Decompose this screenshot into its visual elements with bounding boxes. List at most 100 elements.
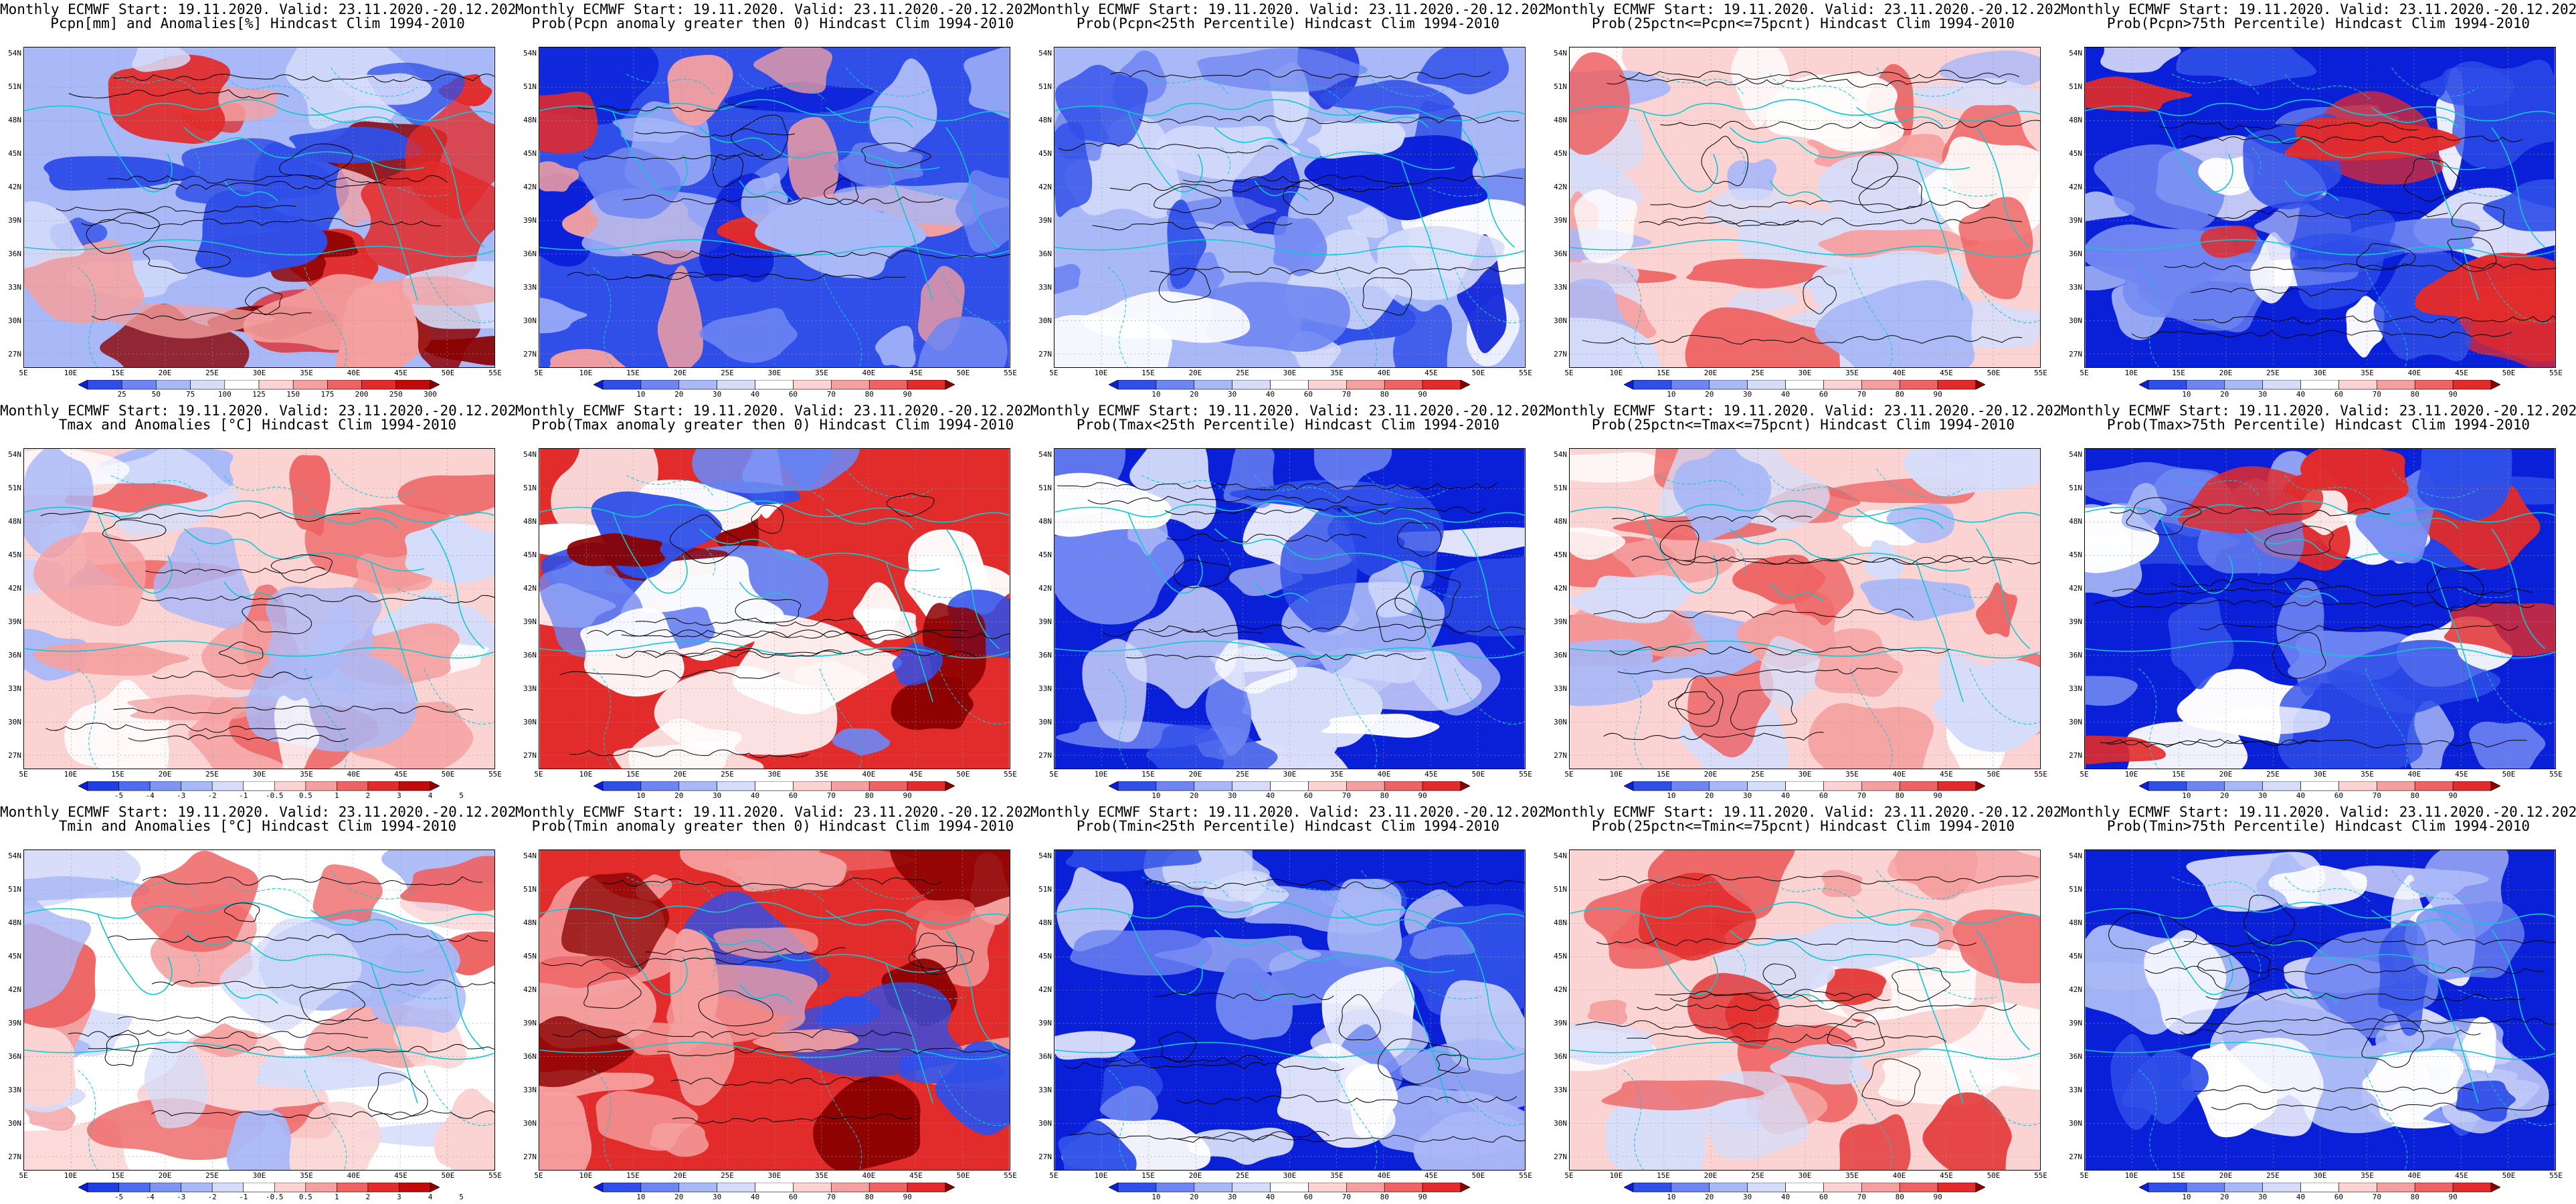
map-field-svg (24, 47, 494, 367)
color-bar-segment (1709, 380, 1748, 390)
contour-line (2165, 1017, 2555, 1025)
color-bar-label: 5 (459, 791, 464, 800)
contour-line (1110, 183, 1410, 193)
field-blob (1939, 50, 2040, 87)
lat-tick-label: 42N (8, 985, 21, 994)
coastline (1570, 1041, 2040, 1060)
lat-tick-label: 36N (8, 1052, 21, 1061)
color-bar-label: 80 (1895, 390, 1904, 399)
contour-line (1064, 1062, 1345, 1072)
panel-title-line1: Monthly ECMWF Start: 19.11.2020. Valid: … (1546, 403, 2061, 419)
coastline (310, 106, 398, 128)
color-bar-segment (2148, 1183, 2187, 1193)
contour-line (1683, 555, 2040, 565)
coastline (826, 508, 913, 529)
color-bar-segment (1422, 380, 1461, 390)
coastline (223, 180, 278, 201)
lon-tick-label: 40E (347, 770, 361, 779)
lon-tick-label: 20E (158, 369, 172, 377)
lat-tick-label: 45N (523, 550, 537, 559)
forecast-map (23, 47, 495, 368)
lon-tick-label: 5E (2080, 369, 2089, 377)
field-blob (332, 73, 432, 105)
country-border (2391, 870, 2479, 900)
color-bar-segment (337, 1183, 369, 1193)
contour-line (2198, 623, 2519, 631)
field-blob (917, 316, 1008, 367)
lat-tick-label: 33N (1554, 684, 1567, 693)
lon-tick-label: 50E (1987, 1171, 2001, 1180)
country-border (2391, 67, 2479, 97)
lat-tick-label: 42N (2069, 584, 2082, 593)
lon-tick-label: 5E (1049, 770, 1059, 779)
forecast-map (1054, 47, 1526, 368)
coastline (1570, 500, 2040, 523)
panel-title-line2: Prob(Tmin<25th Percentile) Hindcast Clim… (1076, 818, 1500, 834)
lat-tick-label: 45N (1038, 149, 1052, 158)
color-bar-segment (1899, 380, 1938, 390)
color-bar-label: 20 (1190, 1193, 1199, 1201)
field-blob (370, 946, 466, 1033)
lon-tick-label: 5E (19, 369, 28, 377)
country-border (2284, 475, 2373, 503)
color-bar-segment (305, 781, 337, 791)
contour-line (151, 979, 494, 989)
lat-tick-label: 39N (523, 216, 537, 225)
forecast-map (1054, 849, 1526, 1171)
coastline (1461, 528, 1515, 649)
lat-tick-label: 48N (2069, 918, 2082, 927)
color-bar-label: 40 (1780, 791, 1790, 800)
lon-tick-label: 50E (441, 1171, 455, 1180)
contour-line (583, 153, 764, 161)
contour-line (151, 1110, 494, 1119)
contour-ring (1378, 1038, 1461, 1085)
contour-ring (104, 1033, 139, 1067)
lat-tick-label: 36N (1554, 651, 1567, 660)
lat-tick-label: 54N (1554, 49, 1567, 58)
color-bar: 10 20 30 40 60 70 80 90 (1109, 781, 1470, 801)
field-blob (219, 918, 362, 1031)
country-border (739, 74, 827, 102)
coastline (1054, 99, 1525, 122)
field-blob (1815, 280, 1975, 367)
field-blob (1065, 850, 1202, 872)
color-bar-segment (1156, 1183, 1195, 1193)
lon-tick-label: 5E (1564, 1171, 1574, 1180)
lat-tick-label: 42N (1554, 584, 1567, 593)
country-border (2458, 989, 2512, 999)
lat-tick-label: 54N (1038, 49, 1052, 58)
color-bar-segment (602, 781, 642, 791)
lon-tick-label: 50E (1987, 369, 2001, 377)
country-border (1769, 74, 1857, 102)
contour-ring (2243, 894, 2295, 949)
color-bar-high-arrow (1975, 781, 1985, 791)
country-border (1769, 475, 1857, 503)
contour-line (68, 1029, 369, 1039)
color-bar-label: 80 (1895, 791, 1904, 800)
panel-title-line1: Monthly ECMWF Start: 19.11.2020. Valid: … (1030, 804, 1546, 820)
color-bar-segment (2338, 781, 2377, 791)
color-bar-low-arrow (1624, 1183, 1634, 1193)
lat-tick-label: 30N (523, 718, 537, 726)
color-bar-segment (678, 781, 717, 791)
country-border (304, 1070, 347, 1170)
lon-tick-label: 35E (2361, 369, 2374, 377)
map-panel: Monthly ECMWF Start: 19.11.2020. Valid: … (2061, 401, 2576, 803)
lat-tick-label: 45N (523, 952, 537, 961)
lat-tick-label: 42N (523, 985, 537, 994)
color-bar-segment (399, 781, 431, 791)
lon-tick-label: 45E (394, 1171, 407, 1180)
color-bar-segment (1270, 1183, 1309, 1193)
lat-tick-label: 48N (1038, 918, 1052, 927)
lat-tick-label: 30N (1038, 316, 1052, 325)
lon-tick-label: 30E (2313, 369, 2327, 377)
panel-title-line2: Pcpn[mm] and Anomalies[%] Hindcast Clim … (50, 15, 465, 31)
country-border (1942, 989, 1997, 999)
lat-tick-label: 42N (2069, 183, 2082, 191)
country-border (739, 475, 827, 503)
coastline (1570, 99, 2040, 122)
color-bar-label: -3 (177, 791, 186, 800)
color-bar-segment (2300, 781, 2339, 791)
field-blob (24, 876, 151, 901)
field-blob (787, 116, 839, 207)
